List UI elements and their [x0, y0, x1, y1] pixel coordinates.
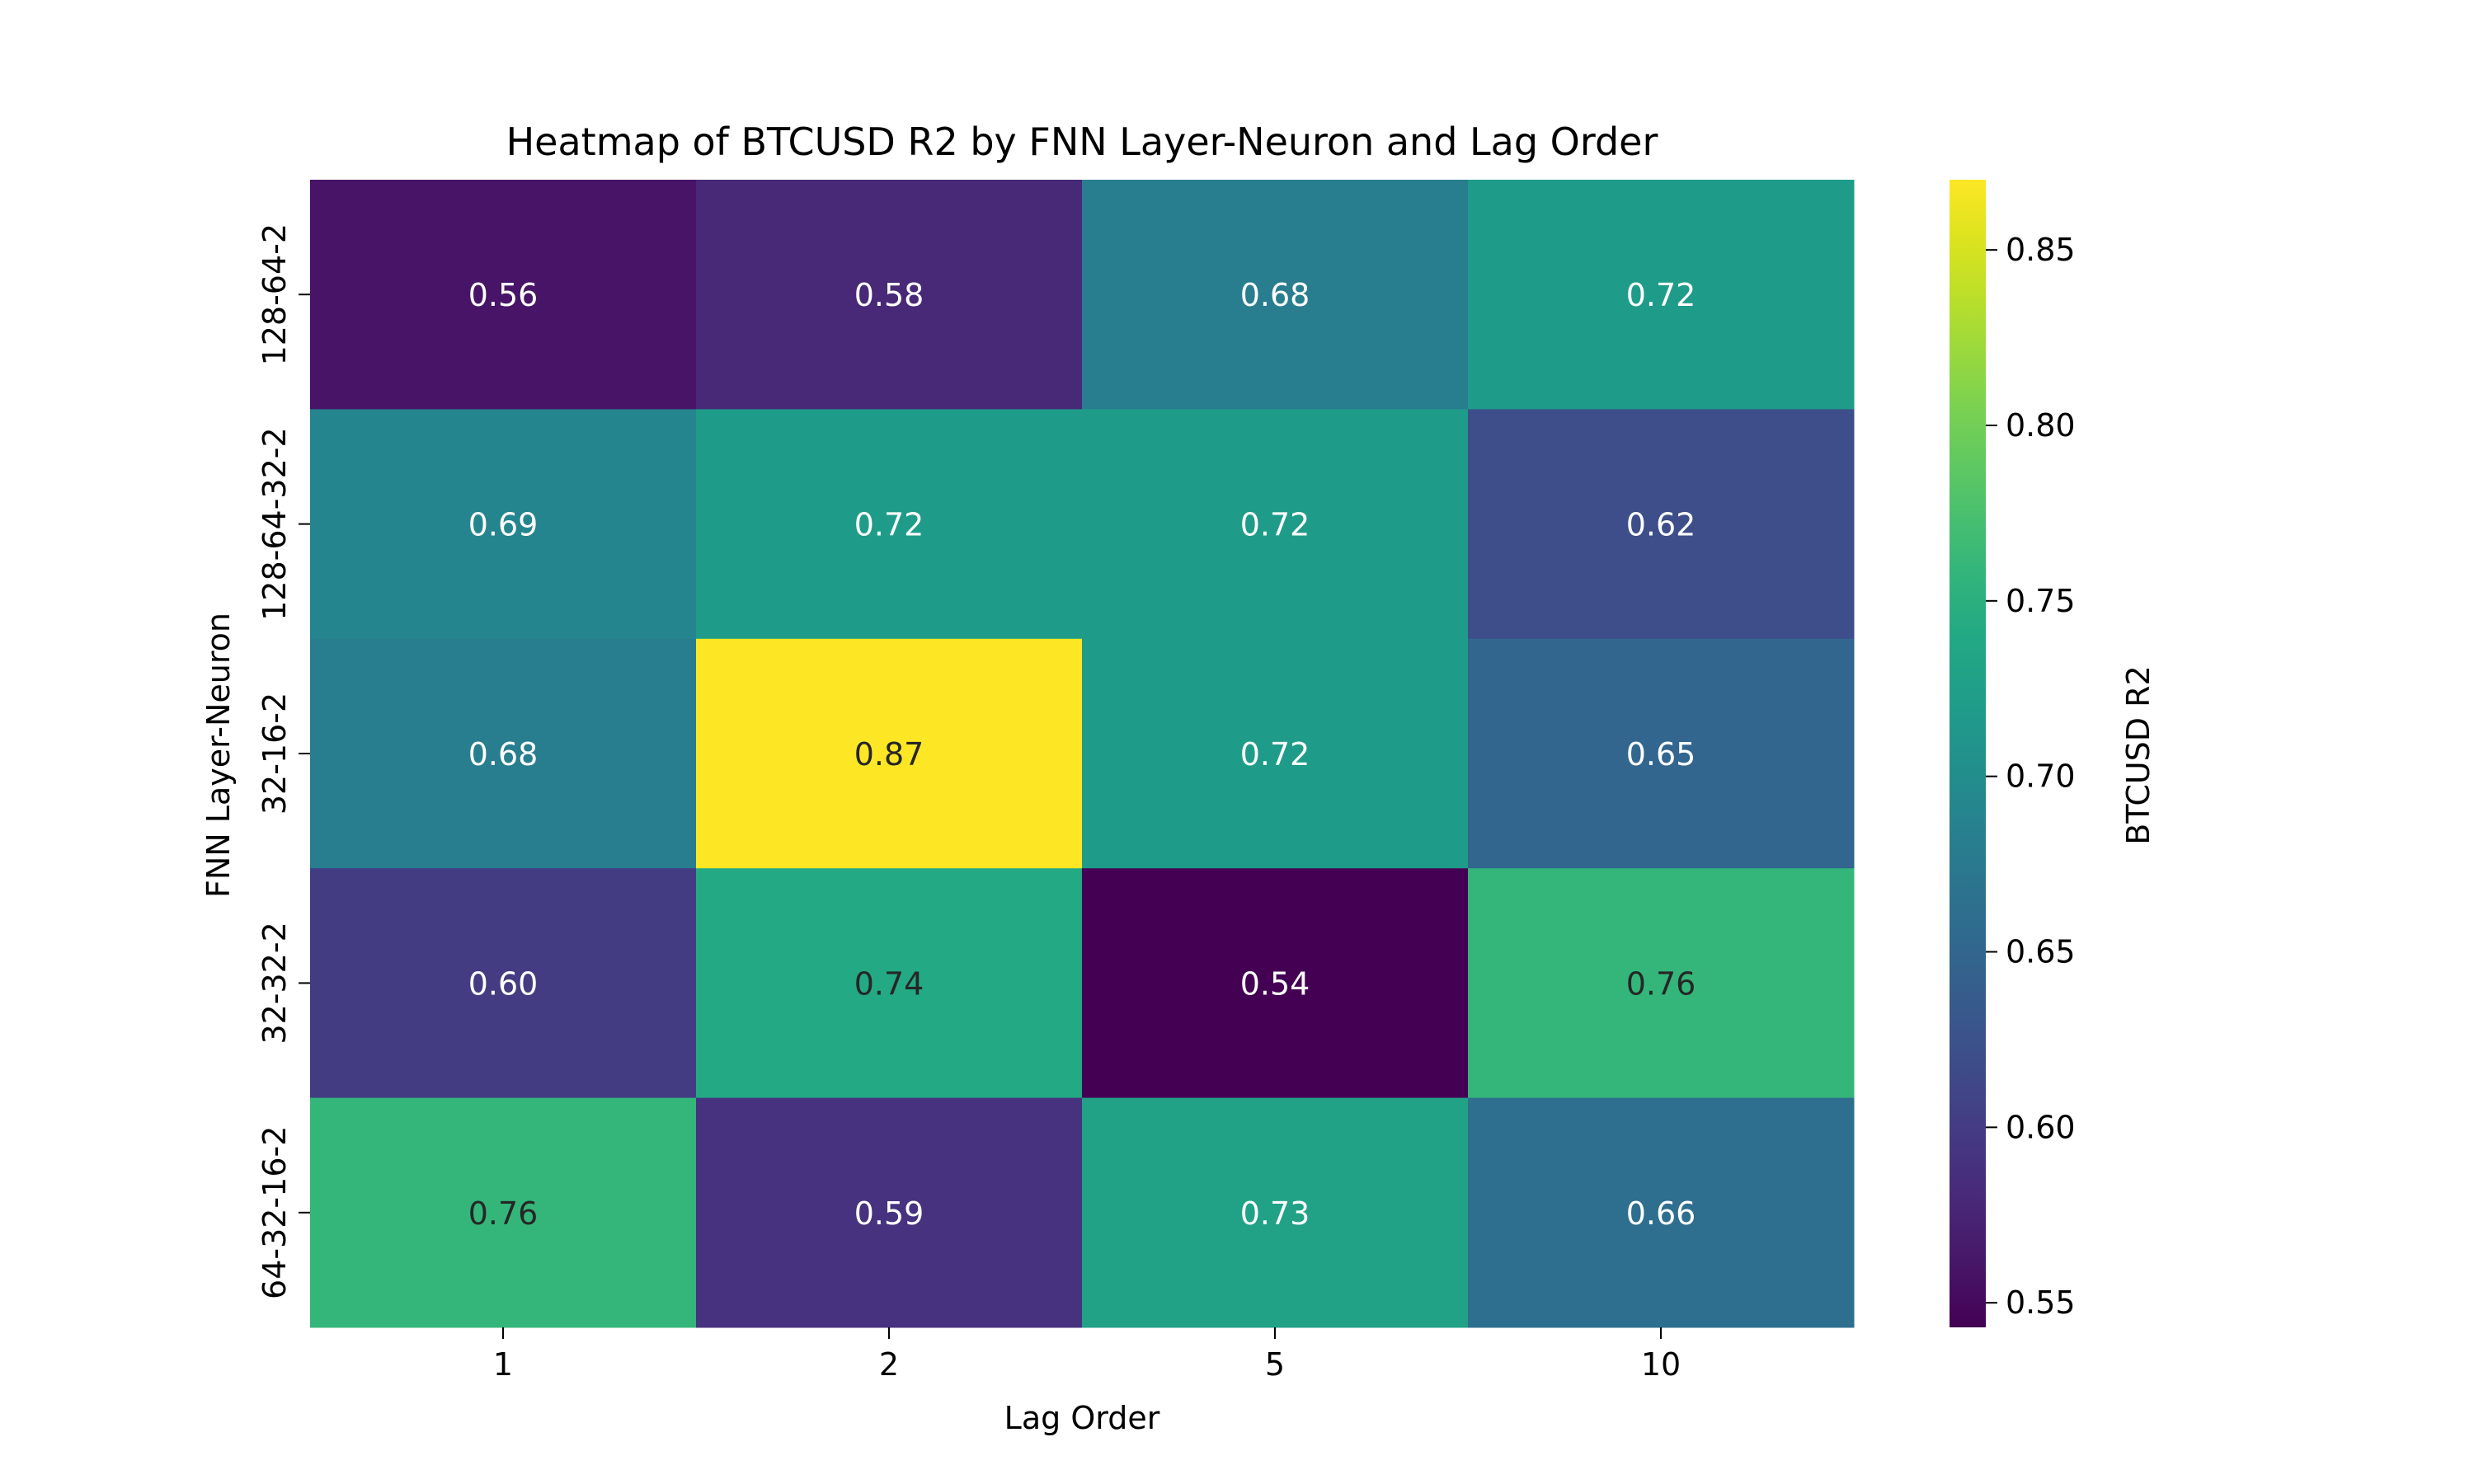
- colorbar-tick-label: 0.65: [2006, 934, 2076, 970]
- cell-value-label: 0.65: [1626, 736, 1696, 773]
- cell-value-label: 0.87: [854, 736, 924, 773]
- x-tick-label: 5: [1265, 1346, 1285, 1383]
- heatmap-cell: [1468, 180, 1855, 410]
- x-axis: 1 2 5 10: [493, 1327, 1681, 1383]
- colorbar-tick-label: 0.55: [2006, 1284, 2076, 1321]
- colorbar-tick-label: 0.80: [2006, 407, 2076, 444]
- x-tick-label: 2: [879, 1346, 899, 1383]
- heatmap-cell: [1468, 1097, 1855, 1328]
- heatmap-cell: [696, 409, 1083, 640]
- y-tick-label: 32-32-2: [256, 922, 293, 1044]
- colorbar-tick-label: 0.85: [2006, 232, 2076, 268]
- cell-value-label: 0.68: [1240, 277, 1310, 313]
- cell-value-label: 0.73: [1240, 1195, 1310, 1232]
- cell-value-label: 0.76: [468, 1195, 539, 1232]
- cell-value-label: 0.62: [1626, 507, 1696, 543]
- cell-value-label: 0.56: [468, 277, 539, 313]
- colorbar-tick-label: 0.60: [2006, 1109, 2076, 1145]
- heatmap-cell: [1468, 868, 1855, 1099]
- cell-value-label: 0.66: [1626, 1195, 1696, 1232]
- heatmap-cell: [310, 638, 697, 869]
- y-axis-label: FNN Layer-Neuron: [200, 613, 237, 898]
- heatmap-cell-labels: 0.56 0.58 0.68 0.72 0.69 0.72 0.72 0.62 0.68 0.87…: [468, 277, 1696, 1232]
- cell-value-label: 0.72: [854, 507, 924, 543]
- heatmap-cell: [1468, 409, 1855, 640]
- x-tick-label: 10: [1641, 1346, 1681, 1383]
- y-tick-label: 32-16-2: [256, 693, 293, 815]
- chart-title: Heatmap of BTCUSD R2 by FNN Layer-Neuron…: [506, 120, 1658, 164]
- heatmap-cells: [310, 180, 1855, 1328]
- heatmap-cell: [1082, 638, 1469, 869]
- cell-value-label: 0.54: [1240, 965, 1310, 1002]
- heatmap-cell: [310, 409, 697, 640]
- cell-value-label: 0.68: [468, 736, 539, 773]
- colorbar-tick-label: 0.70: [2006, 758, 2076, 795]
- x-axis-label: Lag Order: [1004, 1400, 1160, 1436]
- heatmap-cell: [1082, 180, 1469, 410]
- heatmap-cell: [310, 180, 697, 410]
- heatmap-cell: [1082, 868, 1469, 1099]
- x-tick-label: 1: [493, 1346, 513, 1383]
- heatmap-cell: [696, 1097, 1083, 1328]
- cell-value-label: 0.72: [1626, 277, 1696, 313]
- heatmap-cell: [696, 868, 1083, 1099]
- colorbar-gradient: [1950, 180, 1986, 1327]
- colorbar-tick-label: 0.75: [2006, 583, 2076, 619]
- cell-value-label: 0.60: [468, 965, 539, 1002]
- y-tick-label: 64-32-16-2: [256, 1126, 293, 1299]
- heatmap-cell: [310, 1097, 697, 1328]
- heatmap-cell: [1082, 1097, 1469, 1328]
- heatmap-cell: [696, 638, 1083, 869]
- cell-value-label: 0.72: [1240, 736, 1310, 773]
- cell-value-label: 0.74: [854, 965, 924, 1002]
- y-tick-label: 128-64-2: [256, 223, 293, 365]
- heatmap-cell: [310, 868, 697, 1099]
- heatmap-cell: [1468, 638, 1855, 869]
- heatmap-cell: [1082, 409, 1469, 640]
- cell-value-label: 0.58: [854, 277, 924, 313]
- colorbar-label: BTCUSD R2: [2120, 665, 2157, 844]
- cell-value-label: 0.69: [468, 507, 539, 543]
- colorbar: 0.55 0.60 0.65 0.70 0.75 0.80 0.85: [1950, 180, 2076, 1327]
- cell-value-label: 0.72: [1240, 507, 1310, 543]
- cell-value-label: 0.76: [1626, 965, 1696, 1002]
- y-axis: 128-64-2 128-64-32-2 32-16-2 32-32-2 64-32-1…: [256, 223, 310, 1299]
- heatmap-cell: [696, 180, 1083, 410]
- cell-value-label: 0.59: [854, 1195, 924, 1232]
- y-tick-label: 128-64-32-2: [256, 427, 293, 621]
